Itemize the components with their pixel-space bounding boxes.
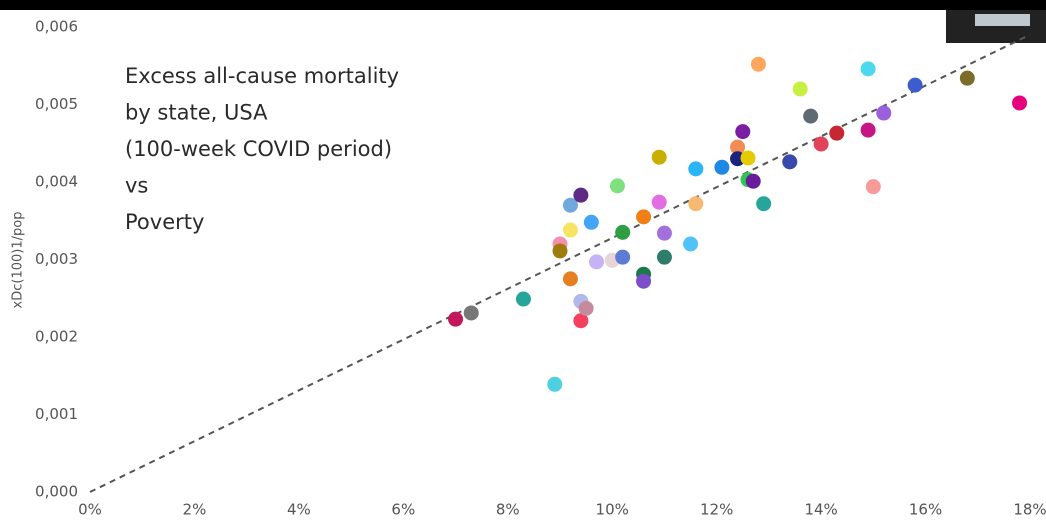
chart-title: Excess all-cause mortality	[125, 64, 399, 88]
y-tick-label: 0,005	[35, 95, 78, 113]
point	[829, 125, 845, 141]
point	[589, 254, 605, 270]
x-tick-label: 10%	[596, 501, 629, 519]
x-tick-label: 14%	[804, 501, 837, 519]
point	[651, 194, 667, 210]
point	[792, 81, 808, 97]
point	[865, 179, 881, 195]
trendline	[89, 33, 1031, 493]
point	[515, 291, 531, 307]
point	[636, 209, 652, 225]
y-tick-label: 0,002	[35, 328, 78, 346]
point	[756, 196, 772, 212]
camera-thumbnail-detail	[975, 14, 1030, 26]
x-tick-label: 4%	[287, 501, 311, 519]
point	[463, 305, 479, 321]
point	[803, 108, 819, 124]
point	[683, 236, 699, 252]
chart-title: Poverty	[125, 210, 204, 234]
point	[656, 225, 672, 241]
x-tick-label: 2%	[183, 501, 207, 519]
x-tick-label: 6%	[391, 501, 415, 519]
top-bar	[0, 0, 1046, 10]
point	[959, 70, 975, 86]
point	[750, 56, 766, 72]
x-tick-label: 0%	[78, 501, 102, 519]
point	[552, 243, 568, 259]
x-tick-label: 12%	[700, 501, 733, 519]
point	[813, 136, 829, 152]
point	[573, 313, 589, 329]
point	[636, 273, 652, 289]
y-tick-label: 0,000	[35, 483, 78, 501]
point	[740, 150, 756, 166]
point	[730, 139, 746, 155]
point	[860, 122, 876, 138]
point	[583, 214, 599, 230]
point	[1012, 95, 1028, 111]
point	[876, 105, 892, 121]
point	[782, 154, 798, 170]
point	[907, 77, 923, 93]
y-tick-label: 0,006	[35, 18, 78, 36]
point	[688, 196, 704, 212]
point	[562, 222, 578, 238]
point	[688, 161, 704, 177]
chart-title: (100-week COVID period)	[125, 137, 392, 161]
y-tick-label: 0,001	[35, 405, 78, 423]
y-tick-label: 0,003	[35, 250, 78, 268]
point	[573, 187, 589, 203]
point	[562, 197, 578, 213]
y-tick-label: 0,004	[35, 173, 78, 191]
point	[547, 376, 563, 392]
point	[609, 178, 625, 194]
point	[651, 149, 667, 165]
point	[562, 271, 578, 287]
point	[448, 311, 464, 327]
point	[578, 300, 594, 316]
x-tick-label: 18%	[1013, 501, 1046, 519]
point	[860, 61, 876, 77]
point	[656, 249, 672, 265]
x-tick-label: 8%	[496, 501, 520, 519]
point	[745, 173, 761, 189]
chart-title: vs	[125, 174, 148, 198]
point	[615, 224, 631, 240]
chart-title: by state, USA	[125, 101, 268, 125]
point	[615, 249, 631, 265]
x-tick-label: 16%	[909, 501, 942, 519]
point	[714, 159, 730, 175]
y-axis-label: xDc(100)1/pop	[11, 212, 26, 309]
point	[735, 124, 751, 140]
